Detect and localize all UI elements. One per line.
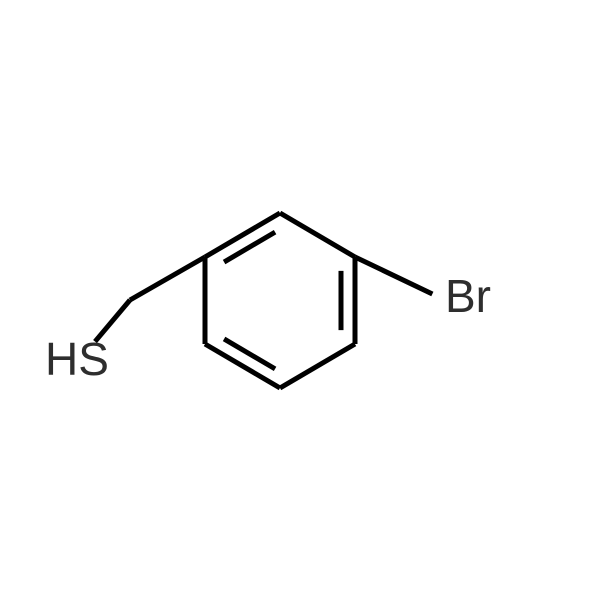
atom-label-hs: HS [45,333,109,385]
atom-label-br: Br [445,270,491,322]
bond [280,344,355,388]
bond [280,213,355,257]
bond [224,339,275,369]
bond [355,257,432,294]
molecule-diagram: HS Br [0,0,600,600]
bond [224,232,275,262]
bond [130,257,205,300]
